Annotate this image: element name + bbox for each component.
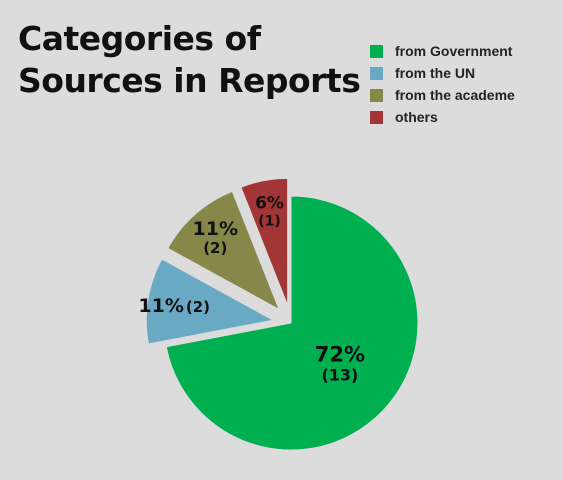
legend-item-academe: from the academe xyxy=(370,84,515,106)
legend-item-un: from the UN xyxy=(370,62,515,84)
chart-title-line-2: Sources in Reports xyxy=(18,61,361,100)
pie-slice-un xyxy=(145,258,275,345)
chart-title: Categories of Sources in Reports xyxy=(18,18,361,102)
slice-count-label-government: (13) xyxy=(321,365,358,384)
chart-legend: from Government from the UN from the aca… xyxy=(370,40,515,128)
legend-swatch-government xyxy=(370,44,383,58)
pie-slice-government xyxy=(165,195,419,451)
legend-label-government: from Government xyxy=(395,43,513,59)
slice-percent-label-government: 72% xyxy=(315,342,365,366)
slice-count-label-un: (2) xyxy=(186,298,210,316)
legend-item-others: others xyxy=(370,106,515,128)
legend-swatch-others xyxy=(370,110,383,124)
legend-item-government: from Government xyxy=(370,40,515,62)
slice-count-label-others: (1) xyxy=(258,214,281,230)
slice-percent-label-un: 11% xyxy=(138,295,183,317)
chart-title-line-1: Categories of xyxy=(18,19,261,58)
legend-label-un: from the UN xyxy=(395,65,476,81)
legend-label-others: others xyxy=(395,109,438,125)
legend-label-academe: from the academe xyxy=(395,87,515,103)
legend-swatch-un xyxy=(370,66,383,80)
pie-slice-academe xyxy=(167,190,281,311)
slice-percent-label-academe: 11% xyxy=(193,218,238,240)
slice-percent-label-others: 6% xyxy=(255,194,284,214)
slice-count-label-academe: (2) xyxy=(203,239,227,257)
legend-swatch-academe xyxy=(370,88,383,102)
pie-slice-others xyxy=(240,177,289,306)
